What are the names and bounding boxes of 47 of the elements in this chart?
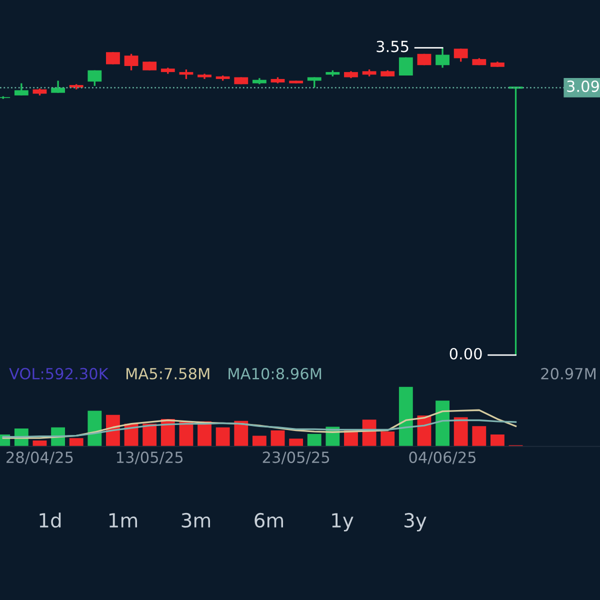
bar	[436, 400, 450, 446]
candlestick	[307, 76, 322, 88]
candlestick	[417, 53, 432, 66]
text: 1y	[332, 513, 354, 532]
bar	[490, 434, 504, 446]
annotation: 0.00	[450, 348, 482, 360]
bar	[142, 424, 157, 446]
bar	[454, 417, 468, 446]
bar	[472, 426, 486, 446]
x-tick-label: 23/05/25	[262, 452, 330, 464]
candlestick	[160, 66, 175, 75]
candlestick	[106, 51, 120, 66]
text: 1d	[40, 512, 61, 528]
text: VOL:592.30K	[9, 368, 109, 380]
text: 6m	[254, 512, 284, 528]
ref-line-label: 3.09	[567, 80, 599, 92]
x-tick-label: 13/05/25	[116, 452, 183, 464]
candlestick	[289, 80, 304, 84]
candlestick	[142, 60, 157, 72]
bar	[216, 427, 230, 446]
text: 3m	[182, 512, 210, 528]
bar	[398, 386, 413, 446]
bar	[234, 420, 248, 446]
bar	[179, 422, 194, 446]
bar	[252, 436, 266, 446]
text: MA10:8.96M	[228, 368, 322, 380]
candlestick	[454, 48, 468, 63]
text: MA5:7.58M	[126, 368, 210, 380]
text: 20.97M	[541, 368, 596, 380]
candlestick	[490, 60, 504, 68]
candlestick	[14, 82, 28, 96]
bar	[88, 410, 102, 446]
bar	[270, 430, 285, 446]
x-tick-label: 28/04/25	[6, 452, 73, 464]
annotation: 3.55	[376, 40, 408, 52]
x-tick-label: 04/06/25	[409, 452, 476, 464]
candlestick	[398, 56, 413, 76]
candlestick	[362, 68, 376, 78]
bar	[307, 434, 322, 446]
text: 3y	[404, 512, 426, 532]
bar	[69, 438, 84, 446]
bar	[380, 432, 395, 446]
candlestick	[234, 76, 248, 86]
bar	[32, 440, 47, 446]
bar	[289, 438, 304, 446]
candlestick	[380, 69, 395, 78]
text: 1m	[109, 513, 138, 528]
